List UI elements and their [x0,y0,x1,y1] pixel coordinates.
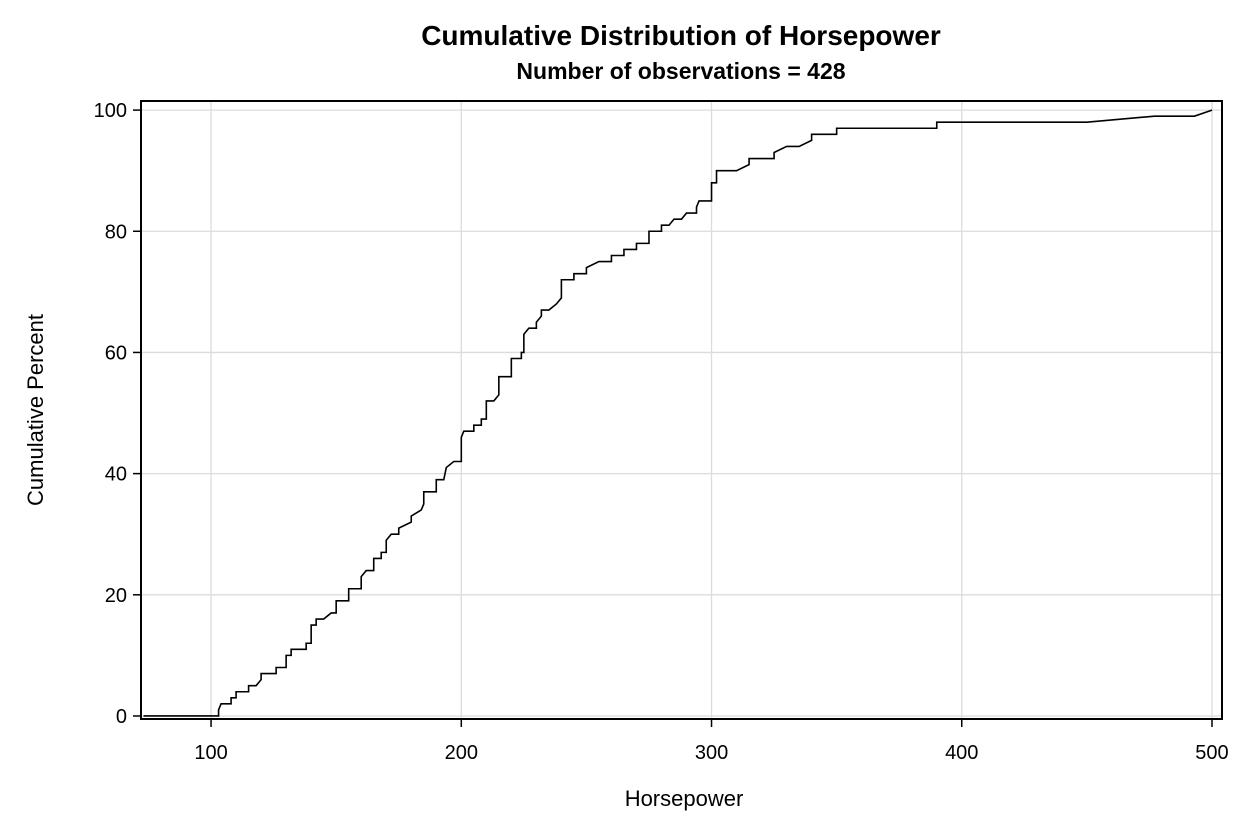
x-tick-label: 400 [945,742,978,764]
y-tick-label: 100 [94,100,127,122]
x-tick-label: 100 [194,742,227,764]
plot-frame [140,100,1223,720]
y-tick-label: 60 [105,342,127,364]
x-tick-label: 500 [1195,742,1228,764]
chart-title: Cumulative Distribution of Horsepower [421,20,941,51]
x-axis-label: Horsepower [625,786,744,811]
axis-ticks: 100 200 300 400 500 0 20 40 60 80 100 [94,100,1229,764]
cdf-line [143,109,1213,717]
chart-subtitle: Number of observations = 428 [516,58,845,84]
plot-area [143,109,1213,717]
x-tick-label: 300 [695,742,728,764]
x-tick-label: 200 [445,742,478,764]
y-tick-label: 0 [116,706,127,728]
y-tick-label: 80 [105,221,127,243]
grid-lines [141,101,1222,719]
y-axis-label: Cumulative Percent [23,314,48,506]
y-tick-label: 40 [105,464,127,486]
y-tick-label: 20 [105,585,127,607]
